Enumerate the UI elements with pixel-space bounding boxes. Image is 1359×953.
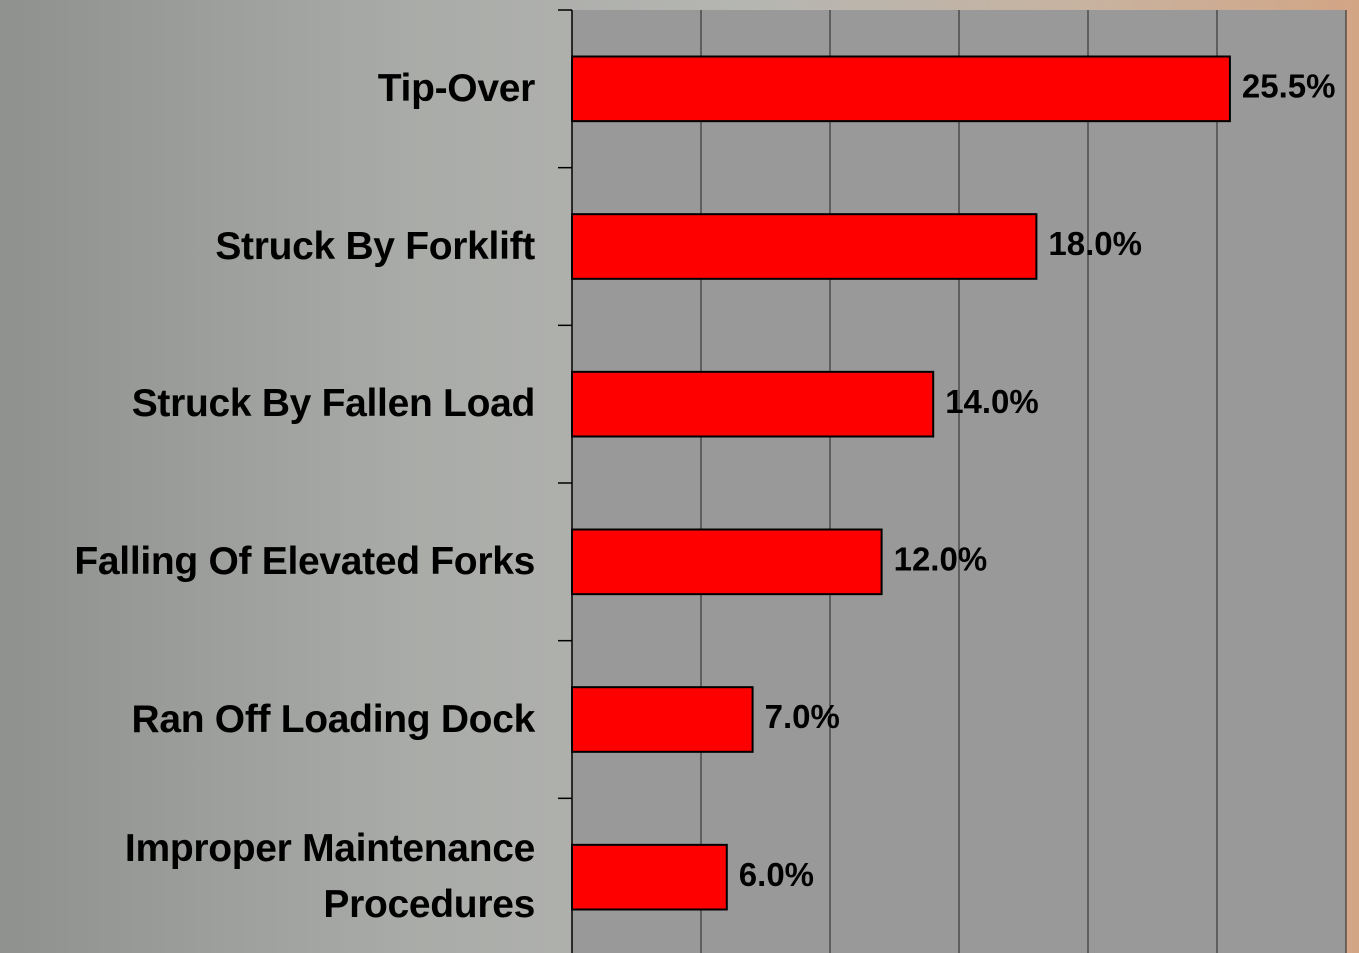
category-label: Struck By Forklift — [0, 219, 535, 275]
page: 25.5%18.0%14.0%12.0%7.0%6.0% (() => { co… — [0, 0, 1359, 953]
bar — [572, 372, 933, 437]
bar — [572, 214, 1036, 279]
bar — [572, 687, 753, 752]
value-label: 7.0% — [765, 698, 840, 735]
chart: 25.5% 18.0% 14.0% 12.0% 7.0% 6.0% — [0, 0, 1359, 953]
category-label: Struck By Fallen Load — [0, 376, 535, 432]
value-label: 18.0% — [1048, 225, 1142, 262]
value-label: 14.0% — [945, 383, 1039, 420]
category-label: Tip-Over — [0, 61, 535, 117]
value-label: 6.0% — [739, 856, 814, 893]
bar — [572, 845, 727, 910]
value-label: 25.5% — [1242, 68, 1336, 105]
category-label: Ran Off Loading Dock — [0, 692, 535, 748]
category-label: Improper Maintenance Procedures — [0, 821, 535, 933]
bar — [572, 57, 1230, 122]
category-label: Falling Of Elevated Forks — [0, 534, 535, 590]
value-label: 12.0% — [894, 541, 988, 578]
bar — [572, 530, 882, 595]
